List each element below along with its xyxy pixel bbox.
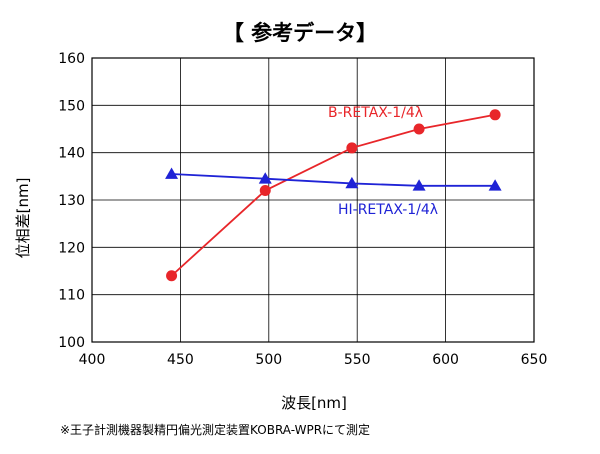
data-point-circle	[489, 109, 501, 121]
tick-labels: 400 450 500 550 600 650 100 110 120 130 140 150 160	[58, 51, 547, 368]
series-layer	[165, 109, 502, 282]
y-axis-label: 位相差[nm]	[14, 178, 32, 259]
series-label: HI-RETAX-1/4λ	[338, 202, 438, 218]
x-tick-label: 600	[432, 352, 459, 368]
y-tick-label: 130	[58, 193, 85, 209]
data-point-triangle	[165, 167, 179, 179]
x-tick-label: 400	[79, 352, 106, 368]
plot-frame	[91, 57, 535, 343]
y-tick-label: 120	[58, 240, 85, 256]
data-point-triangle	[258, 172, 272, 184]
y-tick-label: 100	[58, 335, 85, 351]
x-axis-label: 波長[nm]	[281, 394, 347, 412]
data-point-circle	[346, 142, 358, 154]
data-point-triangle	[412, 179, 426, 191]
data-point-triangle	[488, 179, 502, 191]
data-point-triangle	[345, 176, 359, 189]
y-tick-label: 110	[58, 288, 85, 304]
chart-title: 【 参考データ】	[223, 21, 377, 45]
x-tick-label: 550	[344, 352, 371, 368]
x-tick-label: 650	[521, 352, 548, 368]
footnote: ※王子計測機器製精円偏光測定装置KOBRA-WPRにて測定	[60, 422, 370, 437]
data-point-circle	[413, 123, 425, 135]
y-tick-label: 140	[58, 146, 85, 162]
y-tick-label: 160	[58, 51, 85, 67]
x-tick-label: 450	[167, 352, 194, 368]
y-tick-label: 150	[58, 98, 85, 114]
data-point-circle	[166, 270, 178, 282]
grid-lines	[92, 58, 534, 342]
data-point-circle	[259, 185, 271, 197]
series-labels: B-RETAX-1/4λ HI-RETAX-1/4λ	[328, 105, 438, 218]
x-tick-label: 500	[255, 352, 282, 368]
series-label: B-RETAX-1/4λ	[328, 105, 423, 121]
